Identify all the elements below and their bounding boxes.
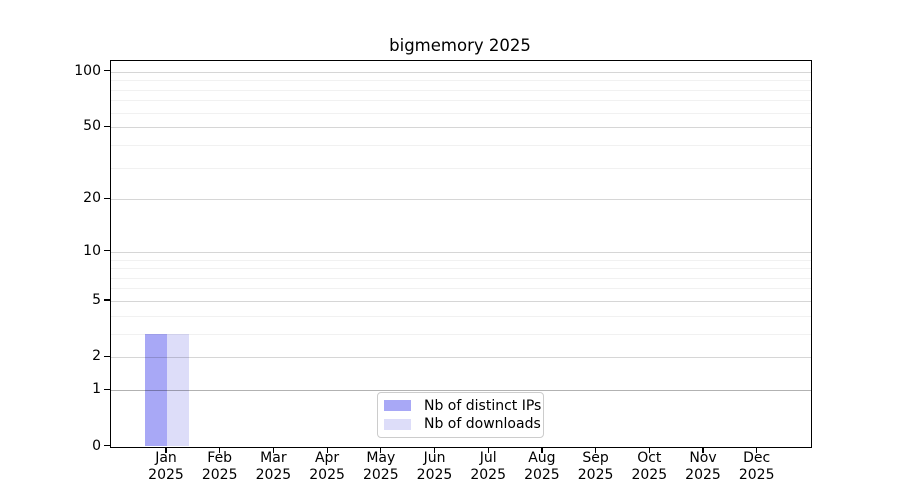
x-tick-label: Apr 2025 [287,450,367,483]
gridline-minor [111,167,811,169]
x-tick-label: Jun 2025 [395,450,475,483]
legend: Nb of distinct IPs Nb of downloads [377,392,544,438]
legend-swatch-downloads [384,419,411,430]
x-tick-month: Oct [637,450,662,466]
y-tick-mark [104,250,110,252]
x-tick-label: Feb 2025 [180,450,260,483]
x-tick-month: Sep [582,450,609,466]
x-tick-label: Jan 2025 [126,450,206,483]
y-tick-label: 50 [83,118,101,135]
gridline-minor [111,333,811,335]
x-tick-label: Jul 2025 [448,450,528,483]
x-tick-label: May 2025 [341,450,421,483]
y-tick-label: 1 [92,381,101,398]
gridline-minor [111,268,811,270]
gridline-minor [111,112,811,114]
x-tick-month: Mar [260,450,287,466]
x-tick-year: 2025 [631,466,668,483]
chart-title: bigmemory 2025 [389,36,531,55]
y-tick-mark [104,444,110,447]
gridline-major [111,357,811,359]
gridline-major [111,199,811,201]
x-tick-label: Dec 2025 [717,450,797,483]
y-tick-label: 100 [74,62,101,79]
x-tick-mark [702,447,704,453]
legend-label-distinct-ips: Nb of distinct IPs [424,397,542,414]
y-tick-label: 5 [92,291,101,308]
x-tick-year: 2025 [524,466,560,483]
x-tick-mark [756,447,758,453]
y-tick-label: 20 [83,190,101,207]
y-tick-mark [104,355,110,357]
gridline-minor [111,277,811,279]
x-tick-mark [648,447,650,453]
x-tick-month: Jul [479,450,497,466]
x-tick-month: Feb [207,450,233,466]
x-tick-month: Nov [689,450,717,466]
x-tick-mark [219,447,221,453]
y-tick-label: 0 [92,437,101,454]
bar-downloads [167,333,189,447]
x-tick-mark [595,447,597,453]
gridline-major [111,390,811,392]
y-tick-mark [104,299,110,301]
x-tick-mark [433,447,436,453]
x-tick-label: Nov 2025 [663,450,743,483]
y-tick-mark [104,388,110,390]
gridline-minor [111,259,811,261]
gridline-minor [111,315,811,317]
gridline-minor [111,89,811,91]
x-tick-label: Mar 2025 [233,450,313,483]
legend-swatch-distinct-ips [384,400,411,411]
x-tick-year: 2025 [255,466,292,483]
gridline-major [111,251,811,253]
y-tick-mark [104,70,110,72]
x-tick-year: 2025 [577,466,614,483]
x-tick-label: Sep 2025 [556,450,636,483]
gridline-minor [111,80,811,82]
x-tick-year: 2025 [201,466,238,483]
y-tick-label: 2 [92,348,101,365]
x-tick-year: 2025 [470,466,506,483]
y-tick-mark [104,125,110,127]
x-tick-mark [380,447,382,453]
x-tick-mark [326,447,328,453]
x-tick-mark [541,447,543,453]
x-tick-month: Jun [423,450,446,466]
x-tick-label: Oct 2025 [609,450,689,483]
y-tick-mark [104,197,110,199]
gridline-major [111,71,811,73]
x-tick-mark [487,447,489,453]
x-tick-year: 2025 [309,466,345,483]
bar-distinct-ips [145,333,167,447]
x-tick-mark [165,447,167,453]
legend-entry-distinct-ips: Nb of distinct IPs [384,398,541,414]
x-tick-year: 2025 [416,466,453,483]
x-tick-month: May [366,450,396,466]
y-tick-label: 10 [83,242,101,259]
legend-label-downloads: Nb of downloads [424,416,541,433]
x-tick-year: 2025 [738,466,775,483]
x-tick-month: Dec [743,450,771,466]
legend-entry-downloads: Nb of downloads [384,416,541,432]
gridline-minor [111,144,811,146]
x-tick-year: 2025 [148,466,184,483]
x-tick-label: Aug 2025 [502,450,582,483]
x-tick-year: 2025 [685,466,721,483]
plot-area [110,60,812,448]
x-tick-month: Aug [528,450,556,466]
x-tick-month: Apr [314,450,340,466]
gridline-minor [111,288,811,290]
x-tick-month: Jan [155,450,177,466]
gridline-major [111,300,811,302]
x-tick-mark [272,447,275,453]
gridline-major [111,127,811,129]
gridline-minor [111,100,811,102]
x-tick-year: 2025 [362,466,399,483]
